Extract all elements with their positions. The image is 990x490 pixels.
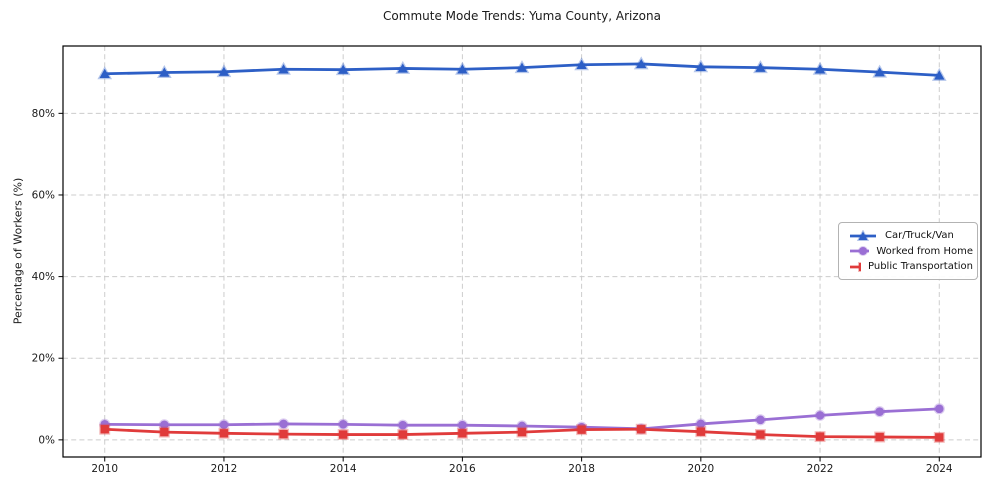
y-tick-label-60: 60% bbox=[32, 189, 55, 201]
marker-car-truck-van-2024 bbox=[931, 67, 947, 81]
marker-public-transportation-2016 bbox=[456, 427, 468, 439]
legend-label: Worked from Home bbox=[876, 245, 973, 257]
marker-car-truck-van-2023 bbox=[872, 64, 888, 78]
plot-border bbox=[62, 45, 982, 458]
marker-public-transportation-2017 bbox=[516, 426, 528, 438]
x-tick-label-2024: 2024 bbox=[926, 463, 953, 475]
marker-worked-from-home-2022 bbox=[814, 409, 826, 421]
x-tick-label-2022: 2022 bbox=[807, 463, 834, 475]
marker-public-transportation-2014 bbox=[337, 429, 349, 441]
marker-car-truck-van-2020 bbox=[693, 59, 709, 73]
marker-public-transportation-2012 bbox=[218, 427, 230, 439]
marker-public-transportation-2020 bbox=[695, 426, 707, 438]
circle-marker-icon bbox=[858, 246, 868, 256]
marker-worked-from-home-2013 bbox=[278, 418, 290, 430]
marker-car-truck-van-2014 bbox=[335, 62, 351, 76]
legend-label: Public Transportation bbox=[868, 261, 973, 272]
marker-car-truck-van-2017 bbox=[514, 60, 530, 74]
marker-worked-from-home-2023 bbox=[874, 406, 886, 418]
marker-car-truck-van-2010 bbox=[97, 66, 113, 80]
marker-public-transportation-2022 bbox=[814, 431, 826, 443]
marker-worked-from-home-2021 bbox=[754, 414, 766, 426]
legend-item-car-truck-van: Car/Truck/Van bbox=[848, 229, 973, 242]
legend-line-marker-icon bbox=[850, 261, 862, 272]
marker-worked-from-home-2014 bbox=[337, 418, 349, 430]
marker-public-transportation-2019 bbox=[635, 423, 647, 435]
y-tick-label-40: 40% bbox=[32, 271, 55, 283]
y-tick-label-80: 80% bbox=[32, 108, 55, 120]
marker-public-transportation-2013 bbox=[278, 428, 290, 440]
marker-car-truck-van-2022 bbox=[812, 61, 828, 75]
marker-public-transportation-2011 bbox=[158, 426, 170, 438]
marker-worked-from-home-2015 bbox=[397, 419, 409, 431]
legend-item-worked-from-home: Worked from Home bbox=[848, 245, 973, 257]
marker-car-truck-van-2021 bbox=[753, 60, 768, 74]
marker-car-truck-van-2019 bbox=[633, 56, 649, 70]
triangle-marker-icon bbox=[856, 229, 870, 241]
legend: Car/Truck/Van Worked from Home Public Tr… bbox=[838, 222, 978, 280]
marker-car-truck-van-2012 bbox=[216, 64, 232, 78]
marker-car-truck-van-2018 bbox=[574, 57, 589, 71]
legend-item-public-transportation: Public Transportation bbox=[848, 261, 973, 273]
marker-public-transportation-2021 bbox=[754, 429, 766, 441]
x-tick-label-2010: 2010 bbox=[91, 463, 118, 475]
y-tick-label-20: 20% bbox=[32, 353, 55, 365]
y-tick-label-0: 0% bbox=[38, 434, 55, 446]
legend-line-marker-icon bbox=[850, 229, 876, 241]
x-tick-label-2016: 2016 bbox=[449, 463, 476, 475]
x-tick-label-2020: 2020 bbox=[687, 463, 714, 475]
square-marker-icon bbox=[858, 261, 862, 272]
chart-title: Commute Mode Trends: Yuma County, Arizon… bbox=[383, 9, 661, 23]
legend-label: Car/Truck/Van bbox=[885, 230, 954, 241]
marker-public-transportation-2023 bbox=[874, 431, 886, 443]
marker-car-truck-van-2015 bbox=[395, 60, 411, 74]
marker-car-truck-van-2011 bbox=[156, 64, 172, 78]
marker-car-truck-van-2013 bbox=[276, 61, 291, 75]
marker-worked-from-home-2024 bbox=[933, 403, 945, 415]
x-tick-label-2012: 2012 bbox=[211, 463, 238, 475]
marker-public-transportation-2018 bbox=[576, 424, 588, 436]
marker-public-transportation-2015 bbox=[397, 429, 409, 441]
marker-public-transportation-2024 bbox=[933, 431, 945, 443]
marker-worked-from-home-2012 bbox=[218, 419, 230, 431]
legend-line-marker-icon bbox=[850, 246, 870, 256]
x-tick-label-2014: 2014 bbox=[330, 463, 357, 475]
marker-car-truck-van-2016 bbox=[455, 61, 470, 75]
marker-public-transportation-2010 bbox=[99, 423, 111, 435]
x-tick-label-2018: 2018 bbox=[568, 463, 595, 475]
